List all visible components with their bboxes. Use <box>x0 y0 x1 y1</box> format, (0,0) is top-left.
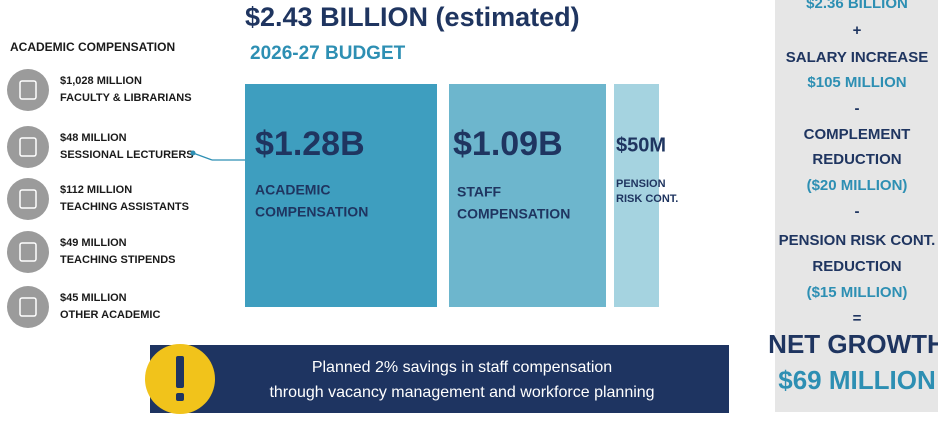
banner <box>150 345 729 413</box>
item-icon <box>7 286 49 328</box>
item-label: SESSIONAL LECTURERS <box>60 149 194 161</box>
box <box>245 84 437 307</box>
item-amount: $48 MILLION <box>60 132 127 144</box>
summary-line: REDUCTION <box>812 151 901 168</box>
item-label: FACULTY & LIBRARIANS <box>60 92 192 104</box>
section-heading: ACADEMIC COMPENSATION <box>10 40 175 54</box>
box-amount: $50M <box>616 134 666 156</box>
banner-text: Planned 2% savings in staff compensation <box>312 359 612 376</box>
summary-line: $2.36 BILLION <box>806 0 908 12</box>
box-label: STAFF <box>457 184 502 200</box>
connector-dot <box>190 150 196 156</box>
title: $2.43 BILLION (estimated) <box>245 2 580 32</box>
summary-line: REDUCTION <box>812 258 901 275</box>
item-glyph <box>19 189 37 209</box>
box-amount: $1.28B <box>255 125 365 163</box>
item-glyph <box>19 80 37 100</box>
summary: $2.36 BILLION + SALARY INCREASE $105 MILLIO… <box>768 0 938 395</box>
box-amount: $1.09B <box>453 125 563 163</box>
banner-text: through vacancy management and workforce… <box>269 384 654 401</box>
item-amount: $49 MILLION <box>60 237 127 249</box>
item-icon <box>7 126 49 168</box>
item-glyph <box>19 242 37 262</box>
summary-line: - <box>855 203 860 220</box>
box-label: RISK CONT. <box>616 193 678 205</box>
box-label: COMPENSATION <box>457 206 570 222</box>
box <box>449 84 606 307</box>
academic-list: $1,028 MILLION FACULTY & LIBRARIANS $48 MI… <box>7 69 194 328</box>
summary-line: $69 MILLION <box>778 365 935 395</box>
summary-line: + <box>853 22 862 39</box>
summary-panel <box>775 0 938 412</box>
item-label: TEACHING STIPENDS <box>60 254 176 266</box>
box-label: ACADEMIC <box>255 182 330 198</box>
box-label: PENSION <box>616 178 666 190</box>
item-icon <box>7 69 49 111</box>
summary-line: ($15 MILLION) <box>807 284 908 301</box>
summary-line: $105 MILLION <box>807 74 906 91</box>
summary-line: NET GROWTH <box>768 329 938 359</box>
item-icon <box>7 178 49 220</box>
connector <box>192 152 213 161</box>
item-label: OTHER ACADEMIC <box>60 309 160 321</box>
summary-line: = <box>853 310 862 327</box>
summary-line: COMPLEMENT <box>804 126 911 143</box>
item-icon <box>7 231 49 273</box>
item-glyph <box>19 297 37 317</box>
box-label: COMPENSATION <box>255 204 368 220</box>
alert-mark <box>176 356 184 388</box>
subtitle: 2026-27 BUDGET <box>250 43 406 64</box>
item-amount: $1,028 MILLION <box>60 75 142 87</box>
item-amount: $45 MILLION <box>60 292 127 304</box>
item-glyph <box>19 137 37 157</box>
summary-line: - <box>855 100 860 117</box>
summary-line: SALARY INCREASE <box>786 49 929 66</box>
item-amount: $112 MILLION <box>60 184 132 196</box>
summary-line: ($20 MILLION) <box>807 177 908 194</box>
box <box>614 84 659 307</box>
item-label: TEACHING ASSISTANTS <box>60 201 189 213</box>
alert-mark <box>176 393 184 401</box>
summary-line: PENSION RISK CONT. <box>779 232 936 249</box>
